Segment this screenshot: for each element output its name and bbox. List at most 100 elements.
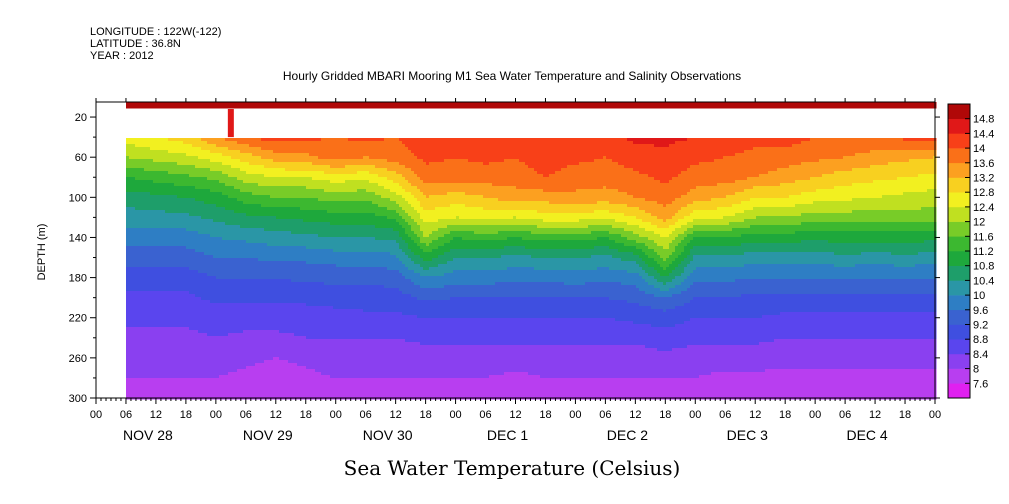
field-cell xyxy=(267,159,271,163)
field-cell xyxy=(129,162,133,166)
field-cell xyxy=(225,288,229,292)
field-cell xyxy=(288,165,292,169)
field-cell xyxy=(186,159,190,163)
field-cell xyxy=(210,237,214,241)
field-cell xyxy=(255,150,259,154)
field-cell xyxy=(270,231,274,235)
field-cell xyxy=(258,195,262,199)
field-cell xyxy=(225,366,229,370)
field-cell xyxy=(183,255,187,259)
field-cell xyxy=(189,294,193,298)
field-cell xyxy=(258,288,262,292)
field-cell xyxy=(270,246,274,250)
field-cell xyxy=(207,159,211,163)
field-cell xyxy=(126,201,130,205)
field-cell xyxy=(186,324,190,328)
field-cell xyxy=(171,249,175,253)
field-cell xyxy=(192,336,196,340)
field-cell xyxy=(132,174,136,178)
field-cell xyxy=(261,357,265,361)
field-cell xyxy=(180,243,184,247)
field-cell xyxy=(207,360,211,364)
field-cell xyxy=(288,366,292,370)
field-cell xyxy=(282,174,286,178)
field-cell xyxy=(195,372,199,376)
field-cell xyxy=(186,387,190,391)
field-cell xyxy=(207,168,211,172)
field-cell xyxy=(162,270,166,274)
field-cell xyxy=(222,267,226,271)
field-cell xyxy=(264,228,268,232)
field-cell xyxy=(222,276,226,280)
field-cell xyxy=(183,261,187,265)
field-cell xyxy=(201,174,205,178)
field-cell xyxy=(168,342,172,346)
field-cell xyxy=(237,162,241,166)
field-cell xyxy=(174,390,178,394)
field-cell xyxy=(210,159,214,163)
field-cell xyxy=(162,147,166,151)
field-cell xyxy=(165,180,169,184)
field-cell xyxy=(165,246,169,250)
field-cell xyxy=(237,198,241,202)
field-cell xyxy=(234,348,238,352)
field-cell xyxy=(165,204,169,208)
field-cell xyxy=(270,312,274,316)
field-cell xyxy=(210,366,214,370)
field-cell xyxy=(276,261,280,265)
field-cell xyxy=(201,171,205,175)
field-cell xyxy=(228,198,232,202)
field-cell xyxy=(183,384,187,388)
field-cell xyxy=(282,189,286,193)
field-cell xyxy=(288,300,292,304)
field-cell xyxy=(225,381,229,385)
field-cell xyxy=(201,330,205,334)
field-cell xyxy=(264,270,268,274)
field-cell xyxy=(195,102,199,106)
field-cell xyxy=(135,153,139,157)
field-cell xyxy=(156,243,160,247)
field-cell xyxy=(264,192,268,196)
field-cell xyxy=(228,360,232,364)
field-cell xyxy=(132,276,136,280)
field-cell xyxy=(210,228,214,232)
field-cell xyxy=(168,336,172,340)
field-cell xyxy=(135,390,139,394)
field-cell xyxy=(132,351,136,355)
field-cell xyxy=(270,240,274,244)
field-cell xyxy=(162,264,166,268)
field-cell xyxy=(201,312,205,316)
field-cell xyxy=(270,363,274,367)
field-cell xyxy=(141,141,145,145)
field-cell xyxy=(168,321,172,325)
field-cell xyxy=(288,312,292,316)
field-cell xyxy=(267,258,271,262)
field-cell xyxy=(162,288,166,292)
field-cell xyxy=(174,201,178,205)
field-cell xyxy=(231,273,235,277)
field-cell xyxy=(285,351,289,355)
field-cell xyxy=(147,327,151,331)
field-cell xyxy=(264,240,268,244)
field-cell xyxy=(261,258,265,262)
field-cell xyxy=(270,150,274,154)
field-cell xyxy=(264,171,268,175)
field-cell xyxy=(294,138,298,142)
field-cell xyxy=(264,279,268,283)
field-cell xyxy=(210,150,214,154)
field-cell xyxy=(138,330,142,334)
field-cell xyxy=(273,330,277,334)
field-cell xyxy=(189,105,193,109)
field-cell xyxy=(249,147,253,151)
field-cell xyxy=(282,150,286,154)
field-cell xyxy=(135,165,139,169)
field-cell xyxy=(195,198,199,202)
field-cell xyxy=(267,147,271,151)
field-cell xyxy=(189,195,193,199)
field-cell xyxy=(249,354,253,358)
field-cell xyxy=(168,246,172,250)
field-cell xyxy=(270,261,274,265)
field-cell xyxy=(171,183,175,187)
field-cell xyxy=(273,195,277,199)
field-cell xyxy=(249,282,253,286)
